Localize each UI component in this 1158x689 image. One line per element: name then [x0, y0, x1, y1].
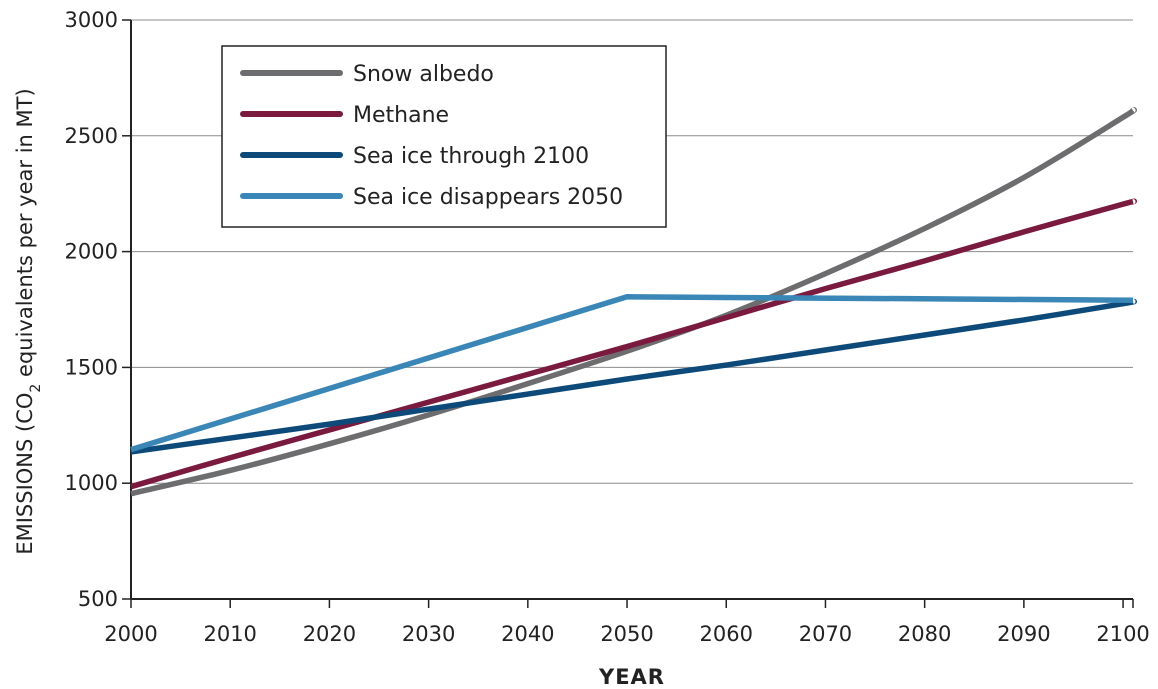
series-line-3: [130, 294, 1134, 453]
x-tick-label: 2020: [303, 622, 356, 646]
y-tick-label: 1500: [65, 355, 118, 379]
y-axis-title-subscript: 2: [28, 384, 44, 393]
y-axis-title-suffix: equivalents per year in MT): [13, 88, 37, 383]
y-axis-title-prefix: EMISSIONS (CO: [13, 393, 37, 555]
legend-label: Methane: [353, 103, 449, 128]
x-tick-label: 2050: [600, 622, 653, 646]
series-line-2: [130, 298, 1137, 455]
axes: [130, 20, 1133, 600]
y-tick-label: 3000: [65, 8, 118, 32]
legend-items: Snow albedo Methane Sea ice through 2100 Se…: [240, 62, 623, 210]
x-tick-label: 2040: [501, 622, 554, 646]
legend-label: Sea ice through 2100: [353, 144, 589, 169]
series-lines: [130, 107, 1137, 497]
y-tick-label: 500: [78, 587, 118, 611]
legend: Snow albedo Methane Sea ice through 2100 Se…: [221, 45, 667, 228]
x-tick-label: 2070: [799, 622, 852, 646]
x-axis-title: YEAR: [598, 665, 665, 689]
series-line-1: [130, 198, 1137, 490]
y-tick-label: 2000: [65, 240, 118, 264]
x-tick-label: 2090: [997, 622, 1050, 646]
legend-item: Methane: [240, 103, 449, 128]
x-tick-label: 2060: [700, 622, 753, 646]
x-tick-label: 2100: [1096, 622, 1149, 646]
x-tick-label: 2030: [402, 622, 455, 646]
x-tick-label: 2010: [203, 622, 256, 646]
y-tick-label: 1000: [65, 471, 118, 495]
y-tick-label: 2500: [65, 124, 118, 148]
y-tick-labels: 500 1000 1500 2000 2500 3000: [65, 8, 118, 611]
legend-label: Sea ice disappears 2050: [353, 185, 623, 210]
legend-item: Sea ice disappears 2050: [240, 185, 623, 210]
ticks: [122, 19, 1134, 608]
x-tick-label: 2080: [898, 622, 951, 646]
x-tick-label: 2000: [104, 622, 157, 646]
x-tick-labels: 2000 2010 2020 2030 2040 2050 2060 2070 2080 2090…: [104, 622, 1150, 646]
legend-item: Sea ice through 2100: [240, 144, 589, 169]
legend-label: Snow albedo: [353, 62, 494, 87]
legend-item: Snow albedo: [240, 62, 494, 87]
y-axis-title: EMISSIONS (CO2 equivalents per year in M…: [13, 88, 44, 554]
